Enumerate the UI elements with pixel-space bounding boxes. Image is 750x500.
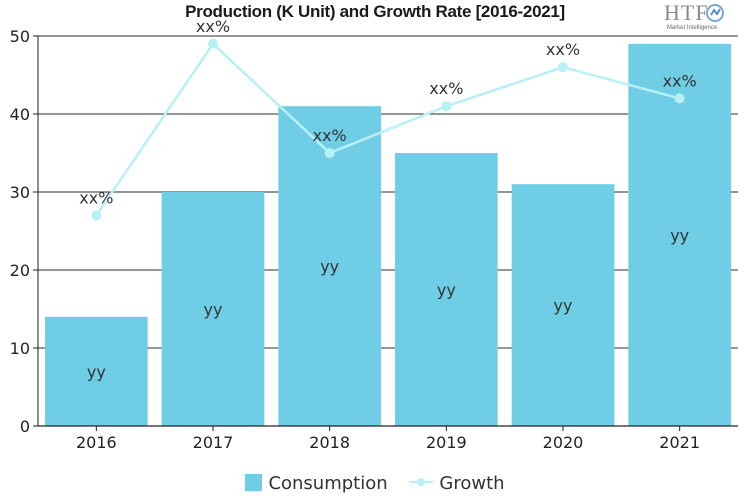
growth-label: xx% bbox=[546, 40, 580, 59]
x-tick-label: 2021 bbox=[659, 433, 700, 452]
bar-2019 bbox=[395, 153, 498, 426]
growth-point-2017 bbox=[208, 38, 218, 49]
growth-point-2019 bbox=[441, 101, 452, 112]
bar-2017 bbox=[161, 192, 265, 426]
growth-label: xx% bbox=[313, 126, 347, 145]
y-tick-label: 40 bbox=[10, 105, 30, 124]
bar-label: yy bbox=[320, 257, 339, 276]
data-labels: yy yy yy yy yy yy xx% xx% xx% xx% xx% xx% bbox=[79, 17, 696, 382]
bar-label: yy bbox=[87, 362, 106, 381]
legend-swatch-consumption bbox=[245, 473, 263, 491]
x-tick-label: 2017 bbox=[193, 433, 234, 452]
growth-point-2018 bbox=[324, 148, 335, 158]
growth-label: xx% bbox=[663, 71, 697, 90]
x-tick-label: 2018 bbox=[309, 433, 350, 452]
legend-swatch-growth bbox=[409, 476, 434, 488]
legend-label-consumption: Consumption bbox=[268, 472, 388, 494]
y-tick-label: 30 bbox=[10, 183, 30, 202]
growth-label: xx% bbox=[196, 17, 230, 36]
bar-2021 bbox=[628, 43, 731, 427]
logo-text: HTF bbox=[664, 0, 709, 25]
legend-label-growth: Growth bbox=[439, 472, 505, 494]
growth-line bbox=[95, 41, 680, 217]
line-series bbox=[91, 38, 685, 221]
legend-item-growth[interactable]: Growth bbox=[409, 472, 505, 494]
y-tick-label: 50 bbox=[10, 27, 30, 46]
growth-point-2021 bbox=[674, 93, 685, 104]
bar-series bbox=[45, 43, 731, 427]
logo-subtext: Market Intelligence bbox=[666, 25, 718, 31]
bar-2018 bbox=[278, 106, 381, 426]
y-tick-label: 20 bbox=[10, 261, 30, 280]
bar-label: yy bbox=[554, 296, 573, 315]
growth-label: xx% bbox=[79, 188, 113, 207]
bar-label: yy bbox=[204, 300, 223, 319]
growth-point-2016 bbox=[91, 210, 102, 221]
bar-label: yy bbox=[437, 281, 456, 300]
y-tick-label: 0 bbox=[20, 417, 30, 436]
bar-2016 bbox=[45, 316, 148, 426]
logo-icon bbox=[706, 4, 724, 22]
legend-item-consumption[interactable]: Consumption bbox=[245, 472, 388, 494]
bar-label: yy bbox=[670, 226, 689, 245]
y-tick-label: 10 bbox=[10, 339, 30, 358]
grid-lines bbox=[38, 35, 738, 349]
x-tick-label: 2016 bbox=[76, 433, 117, 452]
axes: 0 10 20 30 40 50 2016 2017 2018 2019 2020 2021 bbox=[10, 27, 738, 452]
growth-label: xx% bbox=[429, 79, 463, 98]
htf-logo: HTF Market Intelligence bbox=[662, 0, 732, 36]
growth-point-2020 bbox=[558, 62, 568, 73]
legend: Consumption Growth bbox=[0, 472, 750, 494]
x-tick-label: 2020 bbox=[543, 433, 584, 452]
x-tick-label: 2019 bbox=[426, 433, 467, 452]
bar-2020 bbox=[511, 184, 615, 426]
chart-title: Production (K Unit) and Growth Rate [201… bbox=[185, 2, 565, 21]
